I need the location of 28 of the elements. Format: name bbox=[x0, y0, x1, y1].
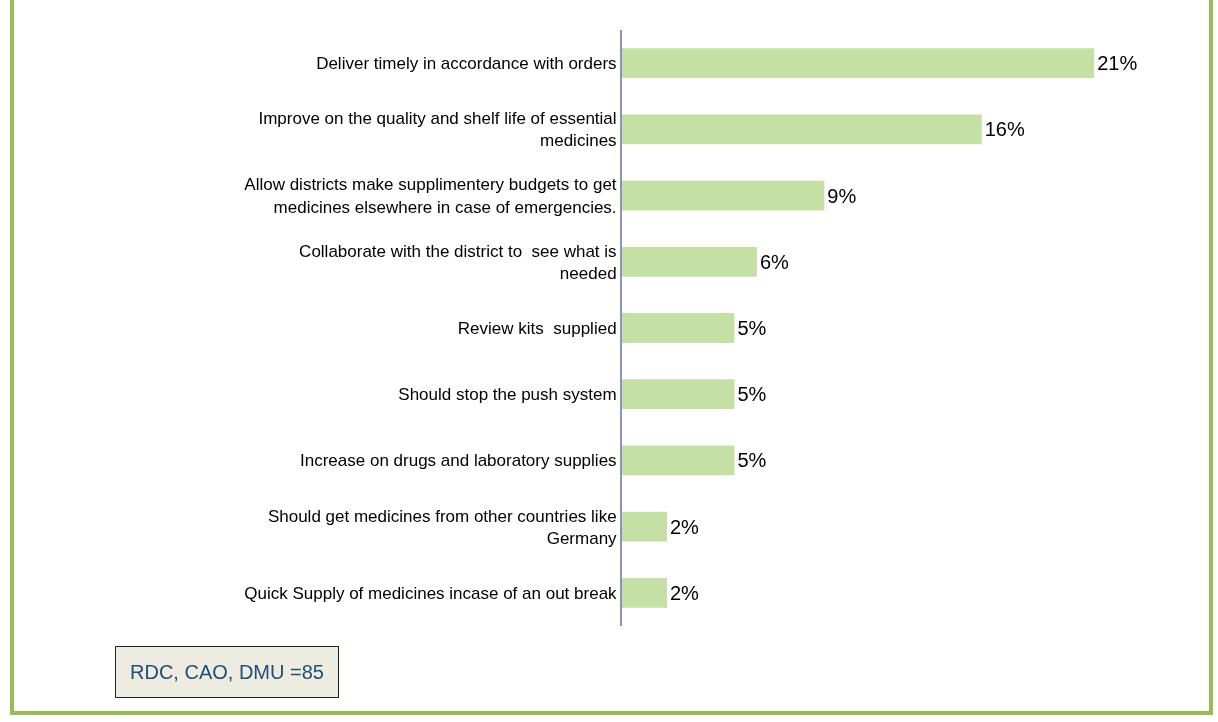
y-tick-label: Should get medicines from other countries like Germany bbox=[267, 506, 618, 548]
data-label: 21% bbox=[1097, 52, 1138, 75]
bar bbox=[622, 313, 735, 343]
data-label: 5% bbox=[737, 383, 767, 406]
y-tick-label: Collaborate with the district to see what is needed bbox=[299, 241, 617, 283]
bar bbox=[622, 445, 735, 476]
data-label: 2% bbox=[669, 581, 700, 604]
y-tick-label: Deliver timely in accordance with orders bbox=[316, 54, 617, 74]
y-tick-label: Increase on drugs and laboratory supplies bbox=[300, 451, 617, 471]
bar bbox=[622, 577, 667, 608]
y-tick-label: Should stop the push system bbox=[398, 385, 617, 405]
data-label: 6% bbox=[759, 250, 790, 273]
bar bbox=[622, 180, 825, 211]
y-tick-label: Improve on the quality and shelf life of essential medicines bbox=[258, 109, 617, 151]
data-label: 5% bbox=[737, 449, 767, 472]
bar bbox=[622, 114, 982, 145]
data-label: 2% bbox=[669, 515, 700, 538]
data-label: 9% bbox=[827, 184, 857, 207]
text: RDC, CAO, DMU =85 bbox=[130, 661, 324, 683]
y-tick-label: Quick Supply of medicines incase of an out break bbox=[244, 583, 618, 603]
data-label: 5% bbox=[737, 317, 767, 339]
bar bbox=[622, 246, 757, 277]
data-label: 16% bbox=[984, 118, 1025, 141]
bar bbox=[622, 511, 667, 542]
y-tick-label: Allow districts make supplimentery budgets to get medicines elsewhere in case of emergencies. bbox=[244, 175, 617, 217]
y-tick-label: Review kits supplied bbox=[457, 318, 617, 338]
bar bbox=[622, 379, 735, 410]
bar bbox=[622, 48, 1095, 79]
